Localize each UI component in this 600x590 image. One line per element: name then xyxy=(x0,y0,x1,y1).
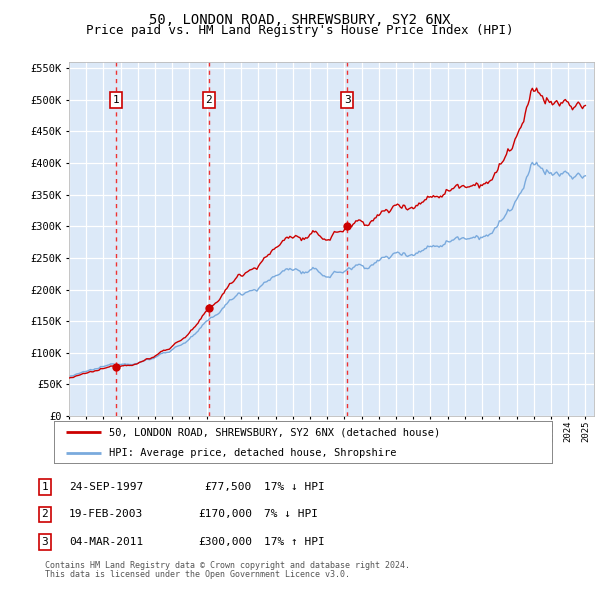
Text: 1: 1 xyxy=(41,482,49,491)
Text: 24-SEP-1997: 24-SEP-1997 xyxy=(69,482,143,491)
Text: HPI: Average price, detached house, Shropshire: HPI: Average price, detached house, Shro… xyxy=(109,448,396,458)
Text: 17% ↑ HPI: 17% ↑ HPI xyxy=(264,537,325,547)
Text: 7% ↓ HPI: 7% ↓ HPI xyxy=(264,510,318,519)
Text: This data is licensed under the Open Government Licence v3.0.: This data is licensed under the Open Gov… xyxy=(45,570,350,579)
Text: 19-FEB-2003: 19-FEB-2003 xyxy=(69,510,143,519)
Text: 1: 1 xyxy=(113,95,119,105)
Text: 2: 2 xyxy=(41,510,49,519)
Text: 3: 3 xyxy=(41,537,49,547)
Text: £77,500: £77,500 xyxy=(205,482,252,491)
Text: 04-MAR-2011: 04-MAR-2011 xyxy=(69,537,143,547)
Text: 17% ↓ HPI: 17% ↓ HPI xyxy=(264,482,325,491)
Text: 50, LONDON ROAD, SHREWSBURY, SY2 6NX (detached house): 50, LONDON ROAD, SHREWSBURY, SY2 6NX (de… xyxy=(109,427,440,437)
Text: £300,000: £300,000 xyxy=(198,537,252,547)
Text: 50, LONDON ROAD, SHREWSBURY, SY2 6NX: 50, LONDON ROAD, SHREWSBURY, SY2 6NX xyxy=(149,13,451,27)
Text: Contains HM Land Registry data © Crown copyright and database right 2024.: Contains HM Land Registry data © Crown c… xyxy=(45,560,410,569)
Text: 2: 2 xyxy=(206,95,212,105)
Text: Price paid vs. HM Land Registry's House Price Index (HPI): Price paid vs. HM Land Registry's House … xyxy=(86,24,514,37)
Text: £170,000: £170,000 xyxy=(198,510,252,519)
Text: 3: 3 xyxy=(344,95,351,105)
